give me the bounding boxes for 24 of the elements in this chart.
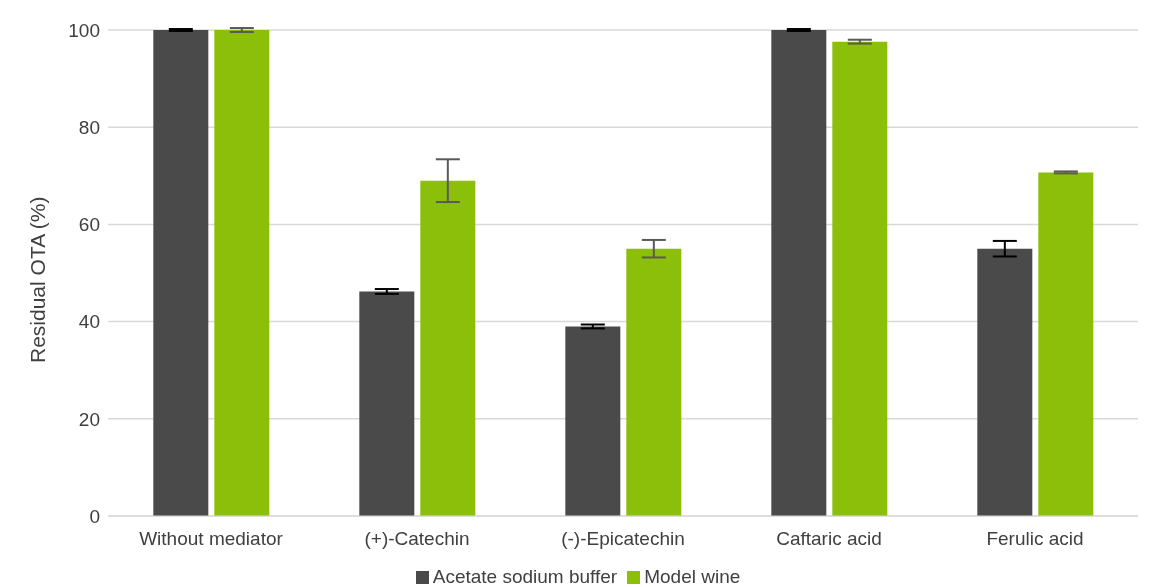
bar: [153, 30, 209, 516]
bar: [771, 30, 827, 516]
bar: [626, 248, 682, 516]
legend-label: Model wine: [644, 566, 741, 587]
bar: [420, 180, 476, 516]
y-tick-label: 80: [78, 116, 100, 138]
y-tick-label: 40: [78, 311, 100, 333]
y-tick-label: 0: [89, 505, 100, 527]
y-tick-label: 100: [68, 19, 100, 41]
x-tick-label: (-)-Epicatechin: [561, 528, 685, 550]
x-tick-label: Without mediator: [139, 528, 284, 550]
bar: [832, 41, 888, 516]
y-tick-label: 20: [78, 408, 100, 430]
bar: [977, 248, 1033, 516]
y-tick-label: 60: [78, 214, 100, 236]
x-tick-label: Ferulic acid: [986, 528, 1084, 550]
bar: [214, 30, 270, 516]
bar: [1038, 172, 1094, 516]
bar: [359, 291, 415, 516]
x-tick-label: (+)-Catechin: [364, 528, 470, 550]
legend-label: Acetate sodium buffer: [432, 566, 618, 587]
bar: [565, 326, 621, 516]
x-tick-label: Caftaric acid: [776, 528, 882, 550]
y-axis-title: Residual OTA (%): [26, 196, 50, 363]
